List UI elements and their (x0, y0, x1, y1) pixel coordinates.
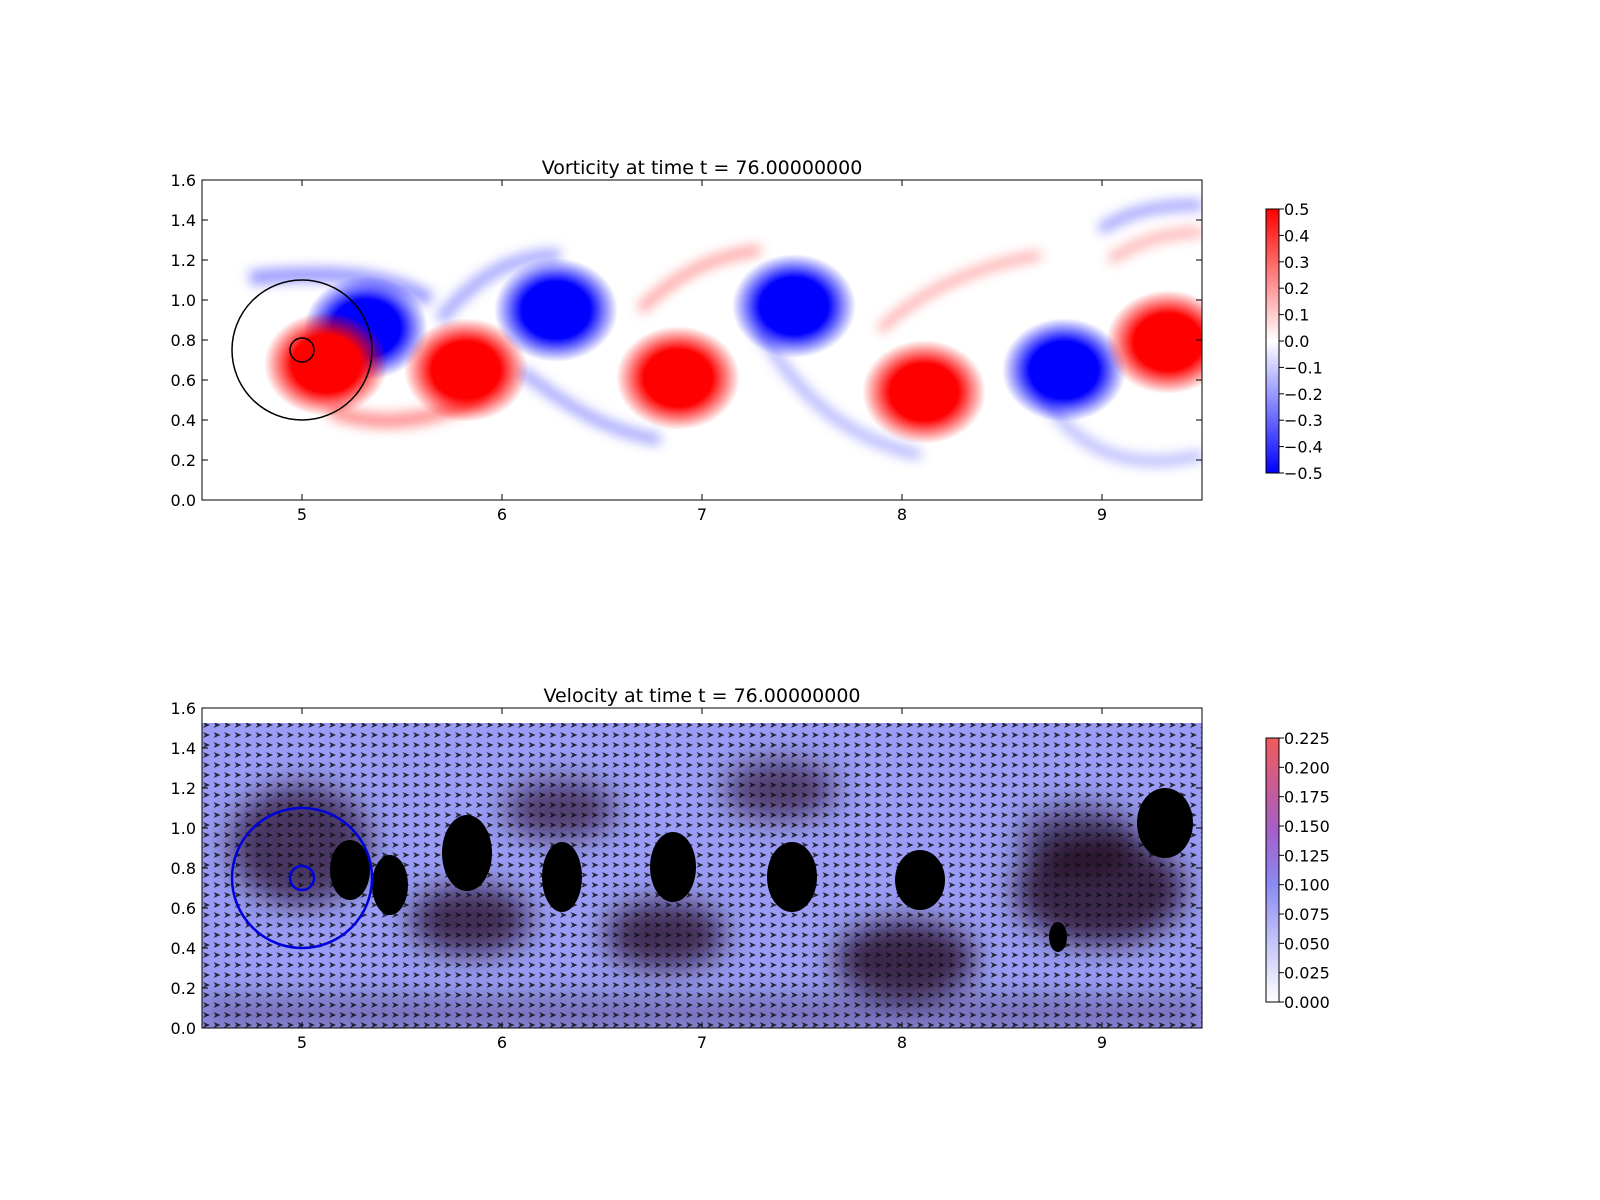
obstacle-circle (289, 337, 315, 363)
obstacle-circle (230, 806, 374, 950)
colorbar-tick-label: 0.175 (1284, 788, 1330, 807)
y-tick-label: 1.6 (171, 699, 196, 718)
colorbar-tick-label: 0.3 (1284, 253, 1309, 272)
vorticity-title: Vorticity at time t = 76.00000000 (542, 157, 863, 179)
y-tick-label: 0.6 (171, 899, 196, 918)
x-tick-label: 7 (697, 505, 707, 524)
colorbar-tick-label: 0.125 (1284, 846, 1330, 865)
vorticity-panel: Vorticity at time t = 76.00000000 5 6 7 (171, 157, 1323, 524)
colorbar-tick-label: −0.3 (1284, 411, 1323, 430)
colorbar-tick-label: −0.1 (1284, 358, 1323, 377)
colorbar-tick-label: 0.225 (1284, 729, 1330, 748)
x-tick-label: 6 (497, 1033, 507, 1052)
colorbar-tick-label: −0.5 (1284, 464, 1323, 483)
y-tick-label: 1.6 (171, 171, 196, 190)
y-tick-label: 1.2 (171, 251, 196, 270)
y-tick-label: 1.4 (171, 739, 196, 758)
positive-vortex (404, 318, 528, 422)
obstacle-circles (230, 806, 374, 950)
obstacle-circles (231, 279, 373, 421)
vorticity-field (202, 180, 1202, 500)
vortex-layer (264, 254, 1202, 444)
negative-vortex (494, 258, 618, 362)
colorbar-tick-label: 0.200 (1284, 758, 1330, 777)
vorticity-colorbar (1265, 208, 1280, 474)
colorbar-tick-label: 0.050 (1284, 934, 1330, 953)
y-tick-label: 0.0 (171, 1019, 196, 1038)
velocity-colorbar (1265, 737, 1280, 1003)
obstacle-circle (231, 279, 373, 421)
vorticity-colorbar-ticks: 0.5 0.4 0.3 0.2 0.1 0.0 −0.1 −0.2 −0.3 −0.4 −0.5 (1279, 200, 1323, 483)
velocity-colorbar-ticks: 0.225 0.200 0.175 0.150 0.125 0.100 0.075 0.050… (1279, 729, 1330, 1012)
x-tick-label: 9 (1097, 1033, 1107, 1052)
vorticity-ticks: 5 6 7 8 9 0.0 0.2 0.4 0.6 0.8 1.0 1.2 1.4 1.6 (171, 171, 1202, 524)
y-tick-label: 1.0 (171, 291, 196, 310)
velocity-field (202, 708, 1202, 1028)
colorbar-tick-label: 0.1 (1284, 306, 1309, 325)
x-tick-label: 8 (897, 1033, 907, 1052)
y-tick-label: 0.6 (171, 371, 196, 390)
x-tick-label: 9 (1097, 505, 1107, 524)
y-tick-label: 0.8 (171, 859, 196, 878)
x-tick-label: 5 (297, 505, 307, 524)
positive-vortex (862, 340, 986, 444)
negative-vortex (732, 254, 856, 358)
velocity-panel: Velocity at time t = 76.00000000 (171, 685, 1330, 1052)
velocity-title: Velocity at time t = 76.00000000 (543, 685, 860, 707)
x-tick-label: 5 (297, 1033, 307, 1052)
y-tick-label: 0.4 (171, 939, 196, 958)
y-tick-label: 0.0 (171, 491, 196, 510)
colorbar-tick-label: −0.4 (1284, 438, 1323, 457)
positive-vortex (1106, 290, 1202, 394)
y-tick-label: 0.4 (171, 411, 196, 430)
y-tick-label: 0.2 (171, 451, 196, 470)
colorbar-tick-label: 0.025 (1284, 964, 1330, 983)
x-tick-label: 7 (697, 1033, 707, 1052)
x-tick-label: 6 (497, 505, 507, 524)
colorbar-tick-label: 0.100 (1284, 876, 1330, 895)
colorbar-tick-label: 0.4 (1284, 226, 1309, 245)
y-tick-label: 1.0 (171, 819, 196, 838)
colorbar-tick-label: 0.150 (1284, 817, 1330, 836)
x-tick-label: 8 (897, 505, 907, 524)
obstacle-circle (288, 864, 316, 892)
colorbar-tick-label: 0.0 (1284, 332, 1309, 351)
y-tick-label: 0.8 (171, 331, 196, 350)
y-tick-label: 1.4 (171, 211, 196, 230)
colorbar-tick-label: 0.5 (1284, 200, 1309, 219)
colorbar-tick-label: 0.075 (1284, 905, 1330, 924)
colorbar-tick-label: −0.2 (1284, 385, 1323, 404)
positive-vortex (616, 326, 740, 430)
y-tick-label: 0.2 (171, 979, 196, 998)
y-tick-label: 1.2 (171, 779, 196, 798)
negative-vortex (1002, 318, 1126, 422)
colorbar-tick-label: 0.000 (1284, 993, 1330, 1012)
velocity-ticks: 5 6 7 8 9 0.0 0.2 0.4 0.6 0.8 1.0 1.2 1.4 1.6 (171, 699, 1202, 1052)
positive-vortex (264, 312, 388, 416)
colorbar-tick-label: 0.2 (1284, 279, 1309, 298)
